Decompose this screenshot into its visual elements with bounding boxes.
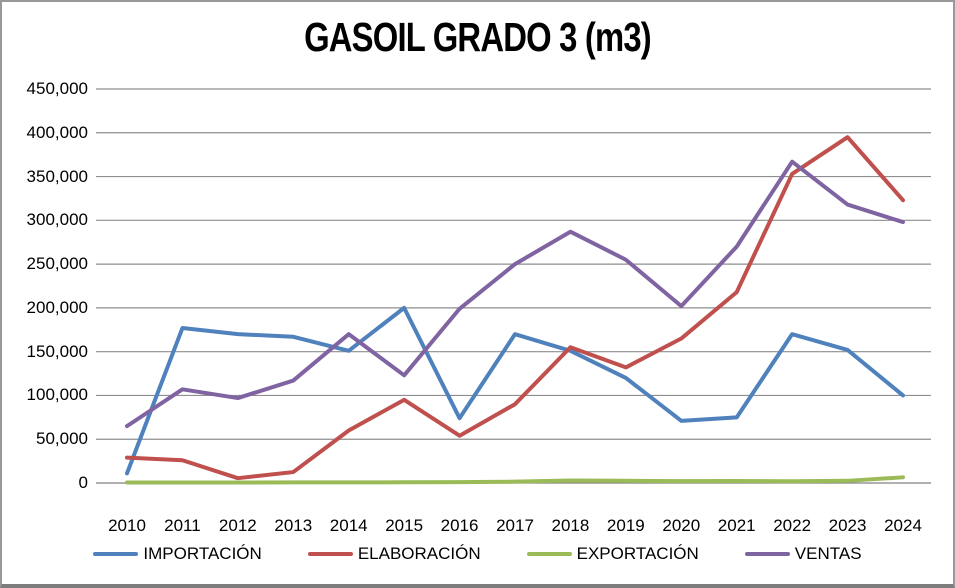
x-axis-tick-label: 2014 <box>329 516 368 535</box>
x-axis-tick-label: 2015 <box>385 516 424 535</box>
series-line-exportación <box>125 475 905 485</box>
x-axis-tick-label: 2020 <box>662 516 701 535</box>
legend-label: EXPORTACIÓN <box>576 544 699 563</box>
y-axis-tick-label: 300,000 <box>26 210 88 230</box>
y-axis-tick-label: 100,000 <box>26 385 88 405</box>
x-axis-tick-label: 2010 <box>108 516 146 535</box>
legend-item-importación: IMPORTACIÓN <box>93 544 262 564</box>
legend-label: ELABORACIÓN <box>357 544 481 563</box>
y-axis-tick-label: 200,000 <box>26 297 88 317</box>
legend-line-swatch-icon <box>307 552 353 556</box>
x-axis-tick-label: 2012 <box>218 516 257 535</box>
legend-item-elaboración: ELABORACIÓN <box>307 544 481 564</box>
y-axis-tick-label: 150,000 <box>26 341 88 361</box>
y-axis-tick-label: 250,000 <box>26 254 88 274</box>
x-axis-tick-label: 2022 <box>773 516 812 535</box>
legend-item-ventas: VENTAS <box>744 544 862 564</box>
legend-line-swatch-icon <box>744 552 790 556</box>
y-axis-tick-label: 450,000 <box>26 79 88 98</box>
legend-line-swatch-icon <box>526 552 572 556</box>
series-line-importación <box>125 305 905 476</box>
x-axis-tick-label: 2024 <box>884 516 922 535</box>
legend-line-swatch-icon <box>93 552 139 556</box>
x-axis-tick-label: 2018 <box>551 516 590 535</box>
x-axis-tick-label: 2019 <box>606 516 645 535</box>
series-line-elaboración <box>125 135 905 481</box>
legend-label: VENTAS <box>794 544 862 563</box>
legend-item-exportación: EXPORTACIÓN <box>526 544 699 564</box>
x-axis-tick-label: 2013 <box>274 516 313 535</box>
y-axis-tick-label: 350,000 <box>26 166 88 186</box>
legend-label: IMPORTACIÓN <box>143 544 262 563</box>
x-axis-tick-label: 2021 <box>717 516 756 535</box>
x-axis-tick-label: 2017 <box>496 516 534 535</box>
y-axis-tick-label: 50,000 <box>36 429 88 449</box>
chart-title: GASOIL GRADO 3 (m3) <box>304 14 652 60</box>
legend: IMPORTACIÓN ELABORACIÓN EXPORTACIÓN VENTAS <box>0 544 955 564</box>
y-axis-tick-label: 0 <box>78 473 88 492</box>
x-axis-tick-label: 2023 <box>828 516 867 535</box>
series-line-ventas <box>125 159 905 429</box>
y-axis-tick-label: 400,000 <box>26 122 88 142</box>
x-axis-tick-label: 2016 <box>440 516 479 535</box>
x-axis-tick-label: 2011 <box>164 516 201 535</box>
